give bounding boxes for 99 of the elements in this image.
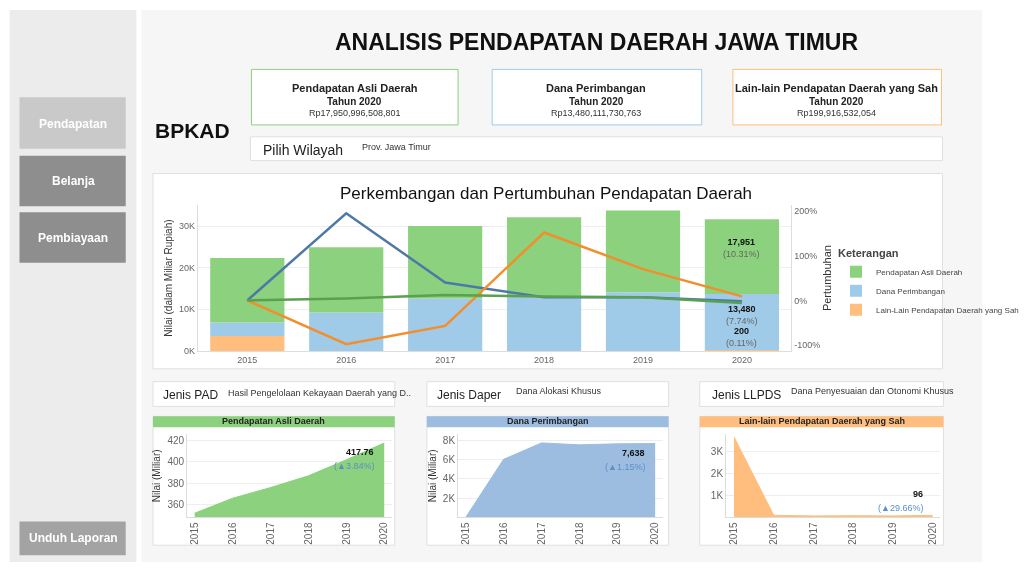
- data-label: 17,951 (10.31%): [723, 237, 760, 259]
- x-tick-label: 2018: [534, 354, 555, 365]
- data-label: 7,638: [622, 448, 645, 458]
- y-tick-label: 2K: [442, 492, 456, 504]
- y2-tick-label: -100%: [794, 340, 821, 351]
- text: BPKAD: [155, 119, 230, 142]
- text: Prov. Jawa Timur: [362, 142, 431, 152]
- bar: [605, 292, 681, 351]
- x-tick-label: 2016: [497, 522, 509, 545]
- x-tick-label: 2019: [887, 522, 899, 545]
- legend-label: Lain-Lain Pendapatan Daerah yang Sah: [876, 305, 1019, 315]
- bar: [210, 322, 285, 336]
- annotation: (▲3.84%): [334, 461, 375, 471]
- text: ANALISIS PENDAPATAN DAERAH JAWA TIMUR: [335, 29, 859, 55]
- x-tick-label: 2018: [847, 522, 859, 545]
- y-axis-title: Nilai (dalam Miliar Rupiah): [163, 219, 175, 337]
- y-axis-title: Nilai (Miliar): [426, 449, 438, 503]
- data-label: 96: [913, 489, 924, 499]
- chart-title: Lain-lain Pendapatan Daerah yang Sah: [739, 416, 906, 426]
- bar: [210, 335, 285, 351]
- chart-title: Dana Perimbangan: [507, 416, 589, 426]
- y-axis-title: Nilai (Miliar): [151, 449, 163, 503]
- y2-tick-label: 100%: [794, 250, 818, 261]
- chart-title: Perkembangan dan Pertumbuhan Pendapatan Daerah: [340, 184, 753, 203]
- bar: [506, 295, 582, 351]
- text: Tahun 2020: [809, 96, 864, 107]
- x-tick-label: 2020: [649, 522, 661, 545]
- y-tick-label: 0K: [184, 346, 196, 357]
- text: Dana Perimbangan: [546, 82, 646, 94]
- text: Jenis Daper: [437, 388, 502, 402]
- y-tick-label: 4K: [442, 473, 456, 485]
- text: Belanja: [52, 174, 96, 188]
- y-tick-label: 6K: [442, 453, 456, 465]
- x-tick-label: 2019: [611, 522, 623, 545]
- bar: [605, 210, 681, 293]
- x-tick-label: 2020: [731, 354, 752, 365]
- y-tick-label: 30K: [179, 221, 196, 232]
- text: Rp17,950,996,508,801: [309, 108, 401, 118]
- bar: [408, 226, 483, 299]
- x-tick-label: 2018: [302, 522, 314, 545]
- x-tick-label: 2017: [535, 522, 547, 545]
- text: Lain-lain Pendapatan Daerah yang Sah: [735, 82, 939, 94]
- x-tick-label: 2020: [926, 522, 938, 545]
- bar: [408, 298, 483, 351]
- x-tick-label: 2015: [459, 522, 471, 545]
- y-tick-label: 1K: [710, 490, 724, 502]
- annotation: (▲1.15%): [605, 462, 646, 472]
- x-tick-label: 2015: [728, 522, 740, 545]
- text: Rp13,480,111,730,763: [551, 108, 642, 118]
- text: Dana Penyesuaian dan Otonomi Khusus: [791, 386, 955, 396]
- x-tick-label: 2017: [264, 522, 276, 545]
- text: Unduh Laporan: [29, 531, 118, 545]
- bar: [506, 217, 582, 296]
- data-label: 13,480 (7.74%): [726, 304, 758, 326]
- text: Jenis PAD: [163, 388, 219, 402]
- text: Pendapatan Asli Daerah: [292, 82, 418, 94]
- bar: [704, 219, 780, 294]
- annotation: (▲29.66%): [878, 503, 924, 513]
- y2-tick-label: 200%: [794, 206, 818, 217]
- legend-label: Pendapatan Asli Daerah: [876, 267, 963, 277]
- y-tick-label: 10K: [179, 304, 196, 315]
- text: Tahun 2020: [569, 96, 624, 107]
- x-tick-label: 2018: [573, 522, 585, 545]
- line-series: [246, 293, 744, 305]
- text: Hasil Pengelolaan Kekayaan Daerah yang D..: [228, 388, 412, 398]
- x-tick-label: 2020: [378, 522, 390, 545]
- text: Pilih Wilayah: [263, 142, 344, 158]
- legend-label: Dana Perimbangan: [876, 286, 945, 296]
- y-tick-label: 3K: [710, 446, 724, 458]
- legend-title: Keterangan: [838, 247, 899, 260]
- y-tick-label: 380: [167, 477, 185, 489]
- bar: [309, 247, 384, 313]
- chart-title: Pendapatan Asli Daerah: [222, 416, 325, 426]
- x-tick-label: 2016: [226, 522, 238, 545]
- x-tick-label: 2017: [435, 354, 456, 365]
- y2-tick-label: 0%: [794, 295, 808, 306]
- x-tick-label: 2016: [336, 354, 357, 365]
- y-tick-label: 20K: [179, 262, 196, 273]
- text: Pembiayaan: [38, 231, 109, 245]
- bar: [210, 258, 285, 323]
- y-tick-label: 400: [167, 456, 185, 468]
- text: Tahun 2020: [327, 96, 382, 107]
- x-tick-label: 2015: [237, 354, 258, 365]
- y-tick-label: 2K: [710, 468, 724, 480]
- x-tick-label: 2019: [340, 522, 352, 545]
- text: Dana Alokasi Khusus: [516, 386, 602, 396]
- data-label: 417.76: [346, 447, 374, 457]
- bar: [309, 312, 384, 351]
- text: Rp199,916,532,054: [797, 108, 877, 118]
- data-label: 200 (0.11%): [726, 326, 757, 348]
- y2-axis-title: Pertumbuhan: [821, 245, 834, 312]
- x-tick-label: 2019: [632, 354, 654, 365]
- y-tick-label: 360: [167, 499, 185, 511]
- y-tick-label: 8K: [442, 434, 456, 446]
- x-tick-label: 2017: [807, 522, 819, 545]
- text: Jenis LLPDS: [712, 388, 782, 402]
- x-tick-label: 2015: [188, 522, 200, 545]
- x-tick-label: 2016: [767, 522, 779, 545]
- y-tick-label: 420: [167, 435, 185, 447]
